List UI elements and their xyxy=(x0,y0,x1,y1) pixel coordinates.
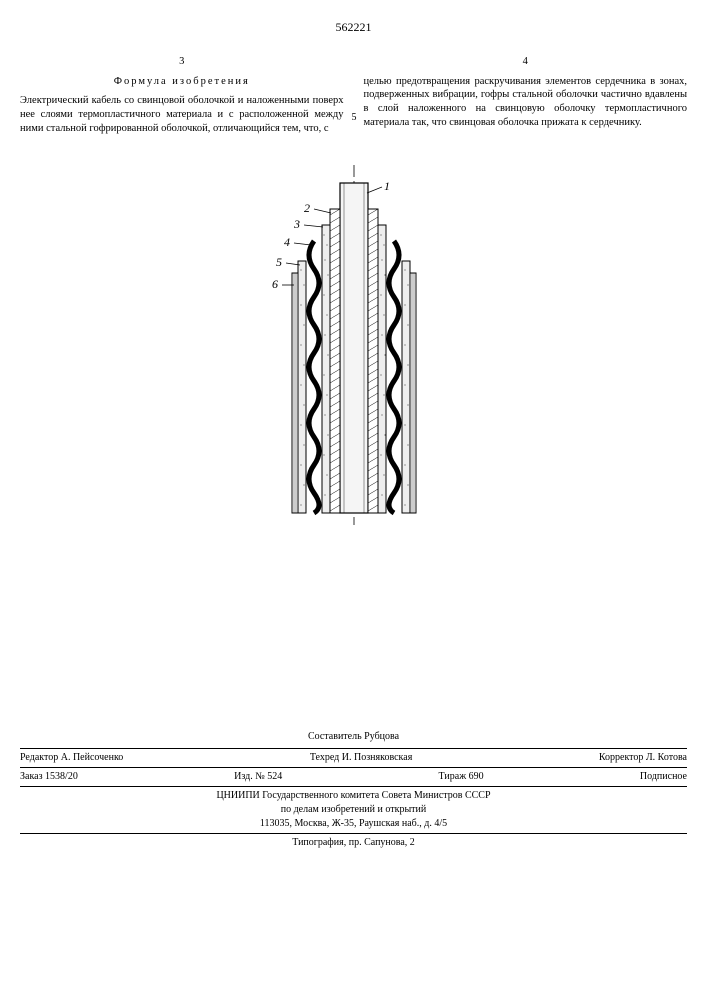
compiler: Составитель Рубцова xyxy=(20,730,687,744)
label-3: 3 xyxy=(293,217,300,231)
right-column: 4 5 целью предотвращения раскручивания э… xyxy=(364,55,688,135)
editor: Редактор А. Пейсоченко xyxy=(20,751,123,765)
izd: Изд. № 524 xyxy=(234,770,282,784)
order: Заказ 1538/20 xyxy=(20,770,78,784)
org-line2: по делам изобретений и открытий xyxy=(20,803,687,817)
footer: Составитель Рубцова Редактор А. Пейсочен… xyxy=(20,730,687,850)
footer-credits: Редактор А. Пейсоченко Техред И. Позняко… xyxy=(20,748,687,765)
cable-diagram: 1 2 3 4 5 6 xyxy=(254,165,454,525)
label-5: 5 xyxy=(276,255,282,269)
podpisnoe: Подписное xyxy=(640,770,687,784)
text-columns: 3 Формула изобретения Электрический кабе… xyxy=(20,55,687,135)
footer-org: ЦНИИПИ Государственного комитета Совета … xyxy=(20,786,687,831)
figure: 1 2 3 4 5 6 xyxy=(20,165,687,530)
typography: Типография, пр. Сапунова, 2 xyxy=(20,833,687,850)
footer-print-info: Заказ 1538/20 Изд. № 524 Тираж 690 Подпи… xyxy=(20,767,687,784)
label-4: 4 xyxy=(284,235,290,249)
left-col-number: 3 xyxy=(20,55,344,69)
left-column: 3 Формула изобретения Электрический кабе… xyxy=(20,55,344,135)
document-number: 562221 xyxy=(20,20,687,35)
org-line1: ЦНИИПИ Государственного комитета Совета … xyxy=(20,789,687,803)
label-6: 6 xyxy=(272,277,278,291)
label-2: 2 xyxy=(304,201,310,215)
right-text: целью предотвращения раскручивания элеме… xyxy=(364,75,688,130)
tirazh: Тираж 690 xyxy=(439,770,484,784)
right-col-number: 4 xyxy=(364,55,688,69)
corrector: Корректор Л. Котова xyxy=(599,751,687,765)
line-number: 5 xyxy=(352,111,357,124)
address: 113035, Москва, Ж-35, Раушская наб., д. … xyxy=(20,817,687,831)
left-text: Электрический кабель со свинцовой оболоч… xyxy=(20,94,344,135)
formula-title: Формула изобретения xyxy=(20,75,344,89)
techred: Техред И. Позняковская xyxy=(310,751,412,765)
label-1: 1 xyxy=(384,179,390,193)
